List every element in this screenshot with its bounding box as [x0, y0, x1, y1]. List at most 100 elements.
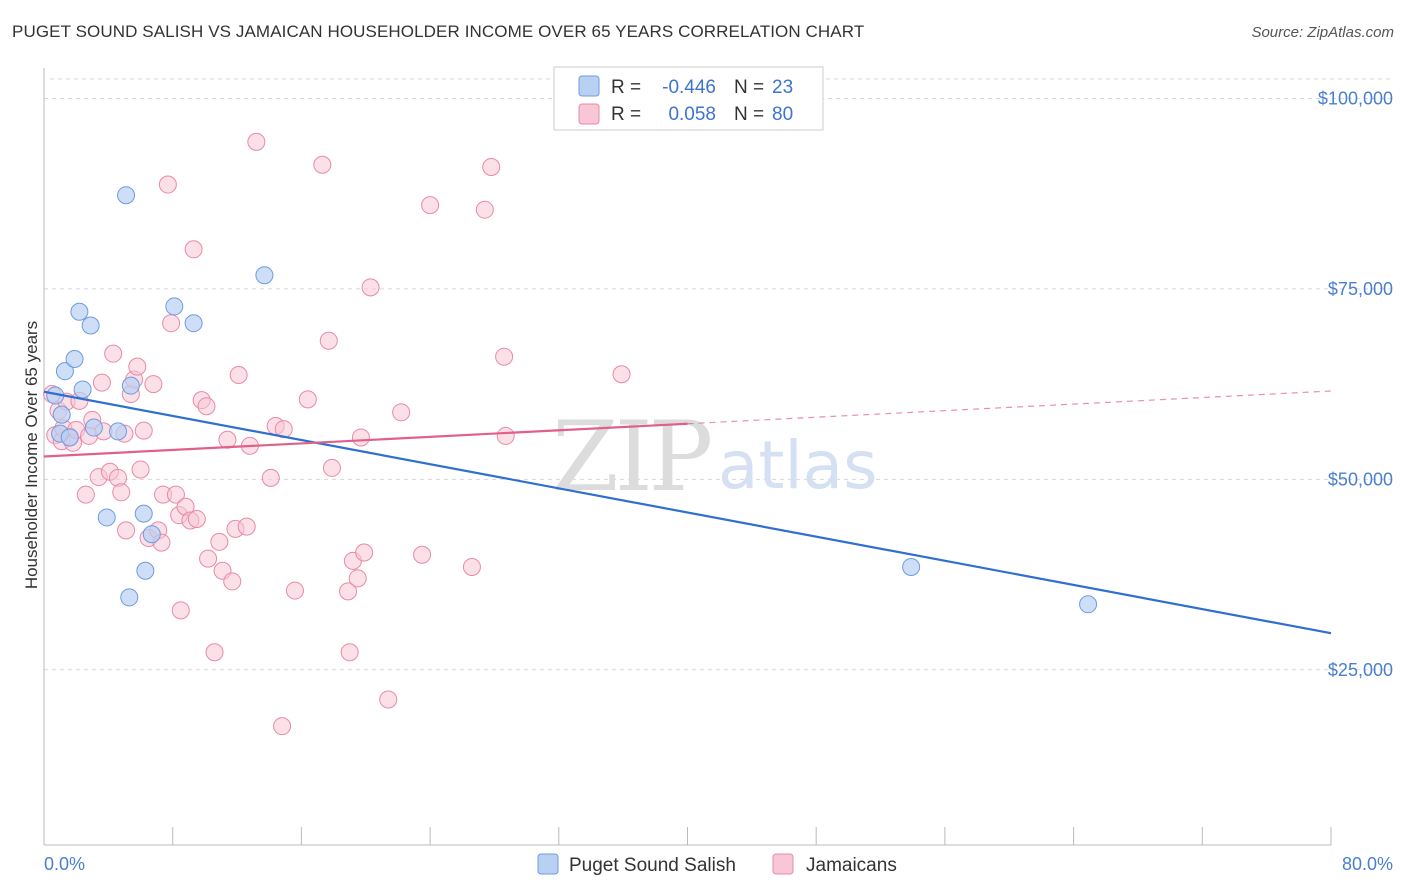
point-puget-sound-salish-15 [136, 561, 155, 580]
point-jamaicans-75 [475, 200, 494, 219]
point-jamaicans-25 [131, 460, 150, 479]
point-jamaicans-66 [348, 569, 367, 588]
point-jamaicans-61 [319, 331, 338, 350]
point-jamaicans-45 [210, 532, 229, 551]
chart-title: PUGET SOUND SALISH VS JAMAICAN HOUSEHOLD… [12, 22, 865, 41]
point-jamaicans-24 [128, 357, 147, 376]
point-puget-sound-salish-6 [70, 302, 89, 321]
legend-r-label-blue: R = [611, 77, 641, 98]
watermark: ZIP atlas [552, 401, 878, 513]
point-jamaicans-50 [229, 365, 248, 384]
point-jamaicans-53 [247, 132, 266, 151]
trend-line-puget-sound-salish [43, 390, 1332, 635]
point-jamaicans-74 [462, 557, 481, 576]
series-legend: Puget Sound Salish Jamaicans [537, 853, 897, 876]
point-jamaicans-56 [273, 717, 292, 736]
point-puget-sound-salish-2 [52, 405, 71, 424]
legend-r-label-pink: R = [611, 104, 641, 125]
source-credit: Source: ZipAtlas.com [1251, 24, 1394, 41]
point-puget-sound-salish-8 [81, 316, 100, 335]
point-puget-sound-salish-18 [184, 314, 203, 333]
point-puget-sound-salish-22 [1079, 595, 1098, 614]
point-jamaicans-40 [187, 509, 206, 528]
point-jamaicans-69 [361, 278, 380, 297]
trend-line-jamaicans-extension [687, 390, 1332, 425]
point-jamaicans-43 [199, 549, 218, 568]
point-puget-sound-salish-13 [120, 588, 139, 607]
legend-swatch-blue [578, 75, 600, 97]
point-jamaicans-14 [92, 373, 111, 392]
point-jamaicans-76 [482, 158, 501, 177]
point-jamaicans-73 [421, 196, 440, 215]
point-jamaicans-58 [285, 581, 304, 600]
point-jamaicans-17 [104, 344, 123, 363]
point-puget-sound-salish-14 [121, 376, 140, 395]
legend-r-value-pink: 0.058 [668, 104, 716, 125]
point-jamaicans-39 [184, 240, 203, 259]
point-jamaicans-63 [339, 582, 358, 601]
series-puget-sound-salish-points [46, 186, 1098, 614]
point-puget-sound-salish-16 [134, 504, 153, 523]
point-puget-sound-salish-5 [65, 349, 84, 368]
point-puget-sound-salish-9 [84, 418, 103, 437]
y-tick-labels: $25,000 $50,000 $75,000 $100,000 [1318, 88, 1393, 679]
point-jamaicans-26 [134, 421, 153, 440]
point-jamaicans-78 [612, 365, 631, 384]
point-jamaicans-36 [171, 601, 190, 620]
point-jamaicans-72 [413, 545, 432, 564]
legend-n-label-pink: N = [734, 104, 764, 125]
legend-r-value-blue: -0.446 [662, 77, 716, 98]
legend-n-value-blue: 23 [772, 77, 793, 98]
legend-swatch-pink [578, 103, 600, 125]
point-puget-sound-salish-20 [142, 525, 161, 544]
point-jamaicans-51 [237, 517, 256, 536]
point-puget-sound-salish-19 [255, 266, 274, 285]
y-tick-label-0: $25,000 [1328, 660, 1393, 680]
trend-lines [43, 390, 1332, 635]
point-puget-sound-salish-4 [60, 428, 79, 447]
point-puget-sound-salish-12 [117, 186, 136, 205]
point-jamaicans-70 [379, 690, 398, 709]
point-jamaicans-10 [76, 485, 95, 504]
series-legend-swatch-blue [537, 853, 559, 875]
point-jamaicans-67 [351, 428, 370, 447]
point-jamaicans-77 [495, 347, 514, 366]
series-legend-swatch-pink [772, 853, 794, 875]
point-jamaicans-19 [112, 483, 131, 502]
point-jamaicans-54 [261, 468, 280, 487]
x-tick-labels: 0.0% 80.0% [44, 854, 1393, 874]
x-tick-label-min: 0.0% [44, 854, 85, 874]
point-jamaicans-32 [158, 175, 177, 194]
point-jamaicans-28 [144, 375, 163, 394]
series-legend-label-pink: Jamaicans [806, 855, 897, 876]
point-jamaicans-68 [355, 543, 374, 562]
trend-line-jamaicans [43, 422, 688, 458]
point-puget-sound-salish-3 [55, 362, 74, 381]
point-jamaicans-42 [197, 397, 216, 416]
point-jamaicans-34 [166, 485, 185, 504]
point-puget-sound-salish-11 [109, 422, 128, 441]
point-jamaicans-71 [392, 403, 411, 422]
stats-legend: R = -0.446 N = 23 R = 0.058 N = 80 [553, 66, 824, 131]
series-legend-label-blue: Puget Sound Salish [569, 855, 736, 876]
point-jamaicans-48 [223, 572, 242, 591]
point-jamaicans-59 [298, 390, 317, 409]
point-puget-sound-salish-10 [97, 508, 116, 527]
point-puget-sound-salish-17 [165, 297, 184, 316]
point-jamaicans-21 [117, 521, 136, 540]
watermark-atlas: atlas [718, 427, 878, 504]
legend-n-label-blue: N = [734, 77, 764, 98]
legend-n-value-pink: 80 [772, 104, 793, 125]
y-axis-label: Householder Income Over 65 years [22, 321, 41, 589]
series-jamaicans-points [43, 132, 631, 736]
point-puget-sound-salish-21 [902, 557, 921, 576]
point-jamaicans-79 [496, 426, 515, 445]
point-jamaicans-33 [162, 314, 181, 333]
watermark-zip: ZIP [552, 401, 711, 513]
point-jamaicans-47 [218, 430, 237, 449]
y-tick-label-1: $50,000 [1328, 469, 1393, 489]
point-jamaicans-64 [340, 643, 359, 662]
y-tick-label-3: $100,000 [1318, 88, 1393, 108]
point-puget-sound-salish-7 [73, 380, 92, 399]
